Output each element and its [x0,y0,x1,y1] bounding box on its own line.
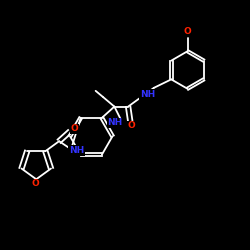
Text: NH: NH [140,90,155,99]
Text: O: O [127,121,135,130]
Text: O: O [70,124,78,133]
Text: NH: NH [69,146,84,155]
Text: O: O [184,28,192,36]
Text: NH: NH [107,118,122,127]
Text: O: O [31,179,39,188]
